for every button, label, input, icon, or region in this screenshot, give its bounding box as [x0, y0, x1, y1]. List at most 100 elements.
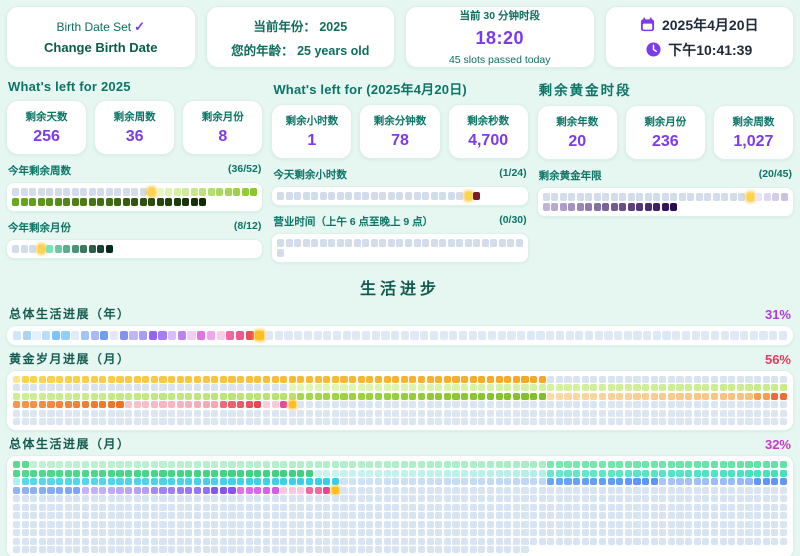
grid-cell [366, 529, 374, 536]
grid-cell [336, 192, 344, 200]
grid-cell [667, 409, 675, 417]
grid-cell [228, 418, 236, 425]
grid-cell [740, 330, 749, 340]
grid-cell [417, 375, 426, 383]
grid-cell [779, 512, 787, 519]
grid-cell [262, 401, 270, 408]
grid-cell [99, 478, 107, 485]
grid-cell [633, 392, 641, 400]
grid-cell [228, 401, 236, 408]
life-years-section: 总体生活进展（年） 31% [6, 305, 794, 346]
grid-cell [331, 546, 339, 553]
grid-cell [762, 537, 770, 545]
grid-cell [555, 478, 563, 485]
grid-cell [357, 520, 365, 528]
grid-cell [762, 375, 770, 383]
grid-cell [245, 418, 253, 425]
grid-cell [357, 384, 365, 391]
grid-cell [547, 478, 555, 485]
grid-cell [461, 478, 469, 485]
grid-cell [271, 512, 279, 519]
grid-cell [568, 193, 576, 201]
grid-cell [73, 520, 81, 528]
grid-cell [495, 392, 503, 400]
grid-cell [109, 330, 119, 340]
grid-cell [730, 330, 739, 340]
grid-cell [280, 478, 288, 485]
grid-cell [435, 546, 443, 553]
grid-cell [139, 330, 148, 340]
grid-cell [366, 461, 374, 468]
stat-value: 256 [33, 128, 60, 145]
grid-cell [297, 546, 305, 553]
grid-cell [237, 546, 245, 553]
grid-cell [13, 330, 22, 340]
stat-hours-left: 剩余小时数 1 [271, 104, 353, 159]
grid-cell [133, 512, 141, 519]
grid-cell [573, 461, 581, 468]
grid-cell [624, 495, 632, 502]
grid-cell [392, 461, 400, 468]
life-years-percent: 31% [764, 306, 791, 322]
grid-cell [521, 503, 529, 511]
grid-cell [159, 503, 167, 511]
grid-cell [22, 330, 31, 340]
grid-cell [581, 503, 589, 511]
grid-cell [21, 503, 29, 511]
grid-cell [762, 384, 770, 391]
grid-cell [90, 418, 98, 425]
weeks-grid-header: 今年剩余周数 (36/52) [8, 163, 261, 178]
grid-cell [340, 384, 348, 391]
grid-cell [633, 469, 641, 477]
hours-grid-count: (1/24) [499, 167, 527, 179]
grid-cell [624, 469, 632, 477]
change-birth-date-button[interactable]: Change Birth Date [44, 40, 158, 55]
grid-cell [47, 495, 55, 502]
grid-cell [90, 503, 98, 511]
grid-cell [99, 546, 107, 553]
grid-cell [616, 409, 624, 417]
grid-cell [685, 529, 693, 536]
grid-cell [245, 495, 253, 502]
hours-grid-label: 今天剩余小时数 [273, 169, 347, 181]
grid-cell [56, 375, 64, 383]
grid-cell [323, 469, 331, 477]
grid-cell [409, 392, 417, 400]
grid-cell [73, 375, 81, 383]
grid-cell [366, 469, 374, 477]
grid-cell [745, 478, 753, 485]
grid-cell [288, 469, 296, 477]
grid-cell [71, 188, 79, 196]
grid-cell [650, 512, 658, 519]
grid-cell [643, 330, 652, 340]
slots-passed-text: 45 slots passed today [448, 54, 551, 66]
grid-cell [590, 486, 598, 494]
grid-cell [504, 469, 512, 477]
grid-cell [409, 469, 417, 477]
grid-cell [237, 409, 245, 417]
grid-cell [13, 478, 21, 485]
grid-cell [116, 503, 124, 511]
grid-cell [521, 546, 529, 553]
grid-cell [598, 375, 607, 383]
grid-cell [564, 392, 572, 400]
grid-cell [702, 495, 710, 502]
weeks-remaining-grid [6, 182, 264, 212]
grid-cell [762, 520, 770, 528]
grid-cell [47, 486, 55, 494]
grid-cell [481, 239, 489, 247]
grid-cell [99, 409, 107, 417]
grid-cell [297, 503, 305, 511]
grid-cell [305, 520, 314, 528]
grid-cell [642, 384, 650, 391]
grid-cell [627, 202, 635, 211]
grid-cell [456, 192, 464, 200]
grid-cell [400, 546, 408, 553]
grid-cell [349, 461, 357, 468]
grid-cell [581, 384, 589, 391]
grid-cell [64, 384, 72, 391]
grid-cell [391, 330, 400, 340]
grid-cell [555, 375, 563, 383]
grid-cell [469, 469, 477, 477]
grid-cell [254, 529, 262, 536]
